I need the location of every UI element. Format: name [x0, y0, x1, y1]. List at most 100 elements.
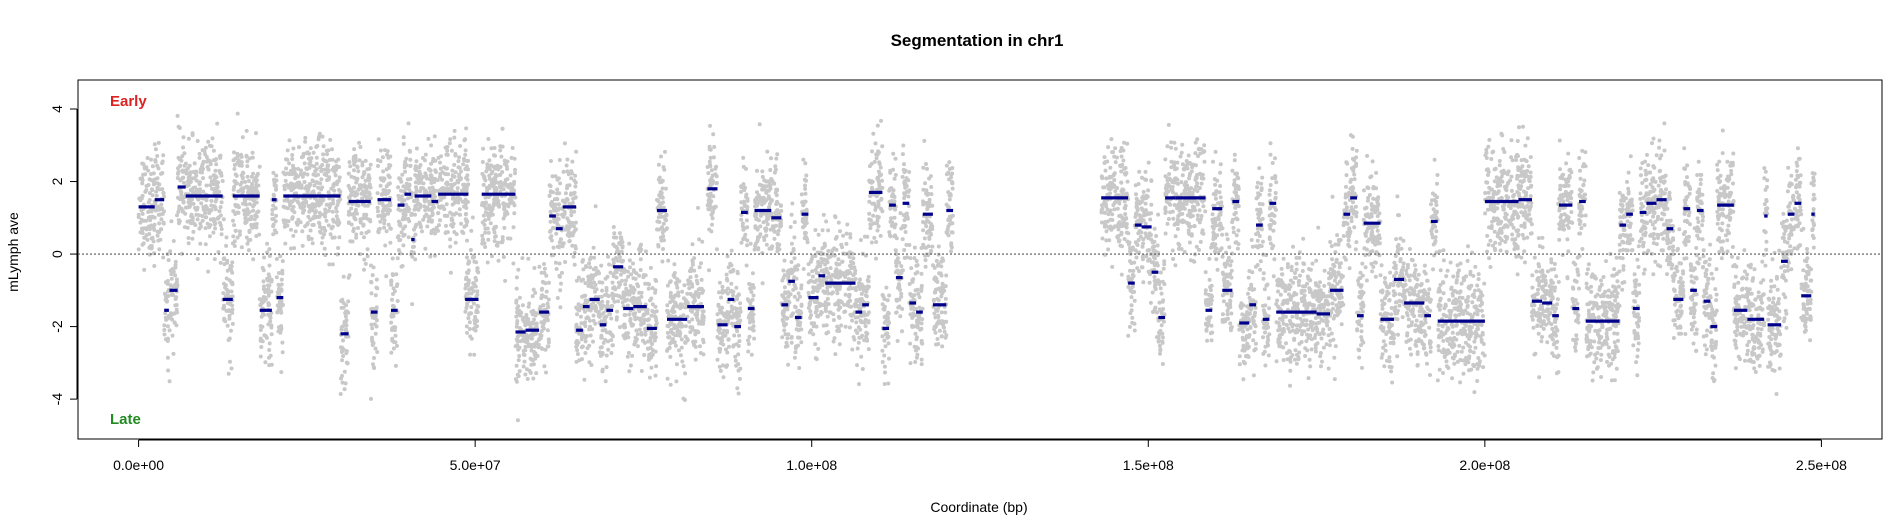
data-point — [884, 285, 889, 290]
data-point — [635, 344, 640, 349]
data-point — [257, 297, 262, 302]
data-point — [699, 286, 704, 291]
data-point — [374, 285, 379, 290]
data-point — [501, 182, 506, 187]
data-point — [588, 333, 593, 338]
data-point — [224, 276, 229, 281]
data-point — [271, 232, 276, 237]
data-point — [554, 231, 559, 236]
data-point — [697, 237, 702, 242]
data-point — [463, 197, 468, 202]
data-point — [539, 329, 544, 333]
data-point — [715, 357, 720, 362]
data-point — [525, 336, 530, 341]
data-point — [565, 157, 570, 162]
data-point — [418, 189, 423, 194]
data-point — [430, 206, 435, 211]
data-point — [939, 334, 944, 339]
data-point — [798, 294, 802, 299]
data-point — [269, 325, 274, 330]
data-point — [268, 315, 273, 320]
data-point — [774, 156, 779, 161]
data-point — [233, 181, 238, 186]
data-point — [801, 157, 806, 162]
data-point — [413, 232, 418, 237]
data-point — [567, 220, 572, 225]
data-point — [283, 178, 288, 183]
data-point — [746, 315, 751, 320]
data-point — [155, 154, 160, 158]
data-point — [832, 336, 837, 341]
data-point — [886, 381, 891, 386]
data-point — [646, 281, 650, 286]
data-point — [780, 335, 785, 340]
data-point — [799, 286, 804, 291]
data-point — [583, 293, 588, 298]
data-point — [274, 173, 279, 178]
data-point — [514, 275, 519, 280]
data-point — [261, 299, 266, 304]
data-point — [557, 158, 562, 162]
data-point — [738, 318, 743, 323]
data-point — [444, 181, 449, 186]
data-point — [652, 310, 657, 315]
data-point — [492, 153, 496, 158]
data-point — [515, 334, 520, 339]
data-point — [162, 328, 167, 332]
data-point — [162, 332, 167, 337]
data-point — [893, 173, 898, 177]
data-point — [274, 178, 279, 183]
data-point — [230, 270, 235, 275]
data-point — [456, 165, 461, 170]
data-point — [147, 177, 152, 182]
data-point — [819, 310, 824, 315]
data-point — [760, 281, 765, 286]
data-point — [200, 148, 205, 153]
data-point — [257, 164, 262, 169]
data-point — [623, 325, 628, 330]
data-point — [919, 338, 924, 343]
data-point — [593, 204, 598, 209]
data-point — [515, 418, 520, 423]
data-point — [157, 221, 162, 226]
data-point — [474, 278, 479, 283]
data-point — [269, 289, 274, 294]
data-point — [465, 255, 469, 260]
data-point — [300, 229, 305, 234]
data-point — [492, 164, 497, 169]
data-point — [869, 186, 874, 191]
data-point — [729, 304, 734, 309]
data-point — [678, 353, 683, 358]
data-point — [390, 297, 394, 302]
data-point — [291, 166, 296, 171]
data-point — [760, 169, 765, 174]
data-point — [664, 213, 669, 218]
data-point — [350, 239, 355, 244]
data-point — [324, 148, 329, 153]
data-point — [908, 341, 913, 346]
data-point — [671, 337, 675, 342]
data-point — [288, 203, 293, 208]
data-point — [717, 364, 722, 369]
data-point — [269, 277, 274, 282]
data-point — [802, 177, 807, 182]
data-point — [382, 221, 387, 226]
data-point — [420, 229, 424, 234]
data-point — [455, 195, 460, 200]
data-point — [376, 137, 381, 142]
data-point — [546, 337, 551, 342]
data-point — [446, 172, 451, 177]
data-point — [292, 197, 297, 202]
data-point — [741, 182, 746, 187]
data-point — [663, 217, 668, 222]
data-point — [190, 131, 195, 136]
data-point — [227, 294, 232, 299]
data-point — [207, 234, 212, 239]
data-point — [414, 146, 419, 151]
data-point — [922, 138, 927, 143]
data-point — [850, 347, 855, 352]
data-point — [563, 260, 568, 264]
data-point — [408, 149, 413, 154]
data-point — [235, 154, 240, 159]
data-point — [364, 212, 369, 217]
